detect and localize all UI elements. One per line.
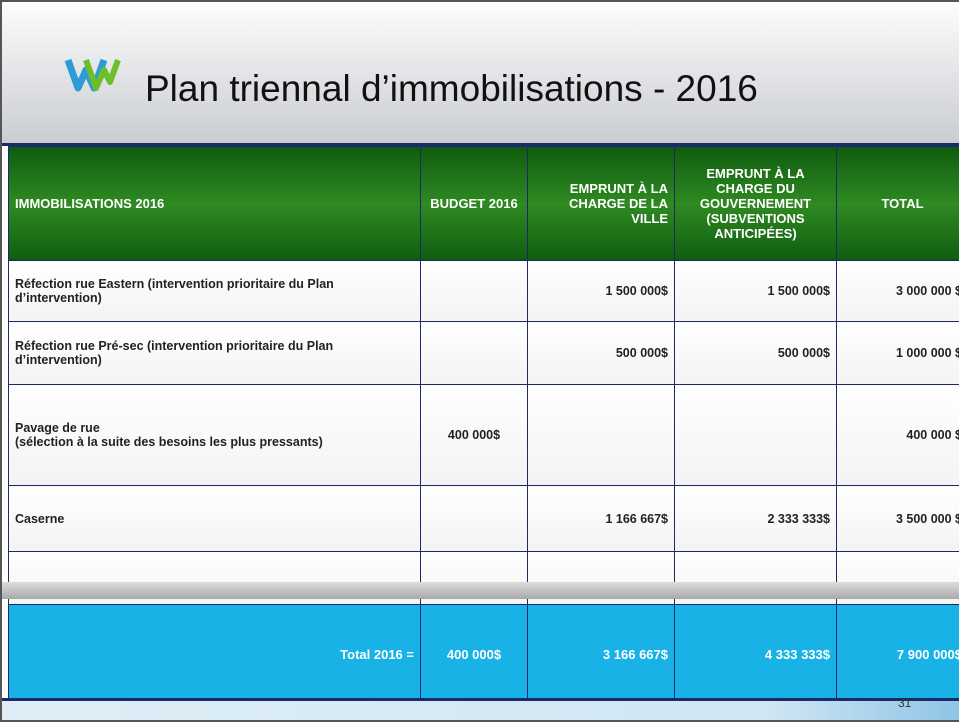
cell: 400 000$	[420, 384, 528, 486]
total-cell: 3 166 667$	[527, 604, 675, 705]
cell: Caserne	[8, 485, 421, 552]
cell: 500 000$	[527, 321, 675, 385]
cell	[420, 321, 528, 385]
header-cell: TOTAL	[836, 146, 959, 261]
cell	[420, 260, 528, 322]
footer-band	[2, 701, 959, 720]
cell: 2 333 333$	[674, 485, 837, 552]
cell: Pavage de rue (sélection à la suite des …	[8, 384, 421, 486]
table: IMMOBILISATIONS 2016 BUDGET 2016 EMPRUNT À…	[8, 146, 959, 705]
total-row: Total 2016 = 400 000$ 3 166 667$ 4 333 333$…	[8, 604, 959, 705]
cell: 1 500 000$	[527, 260, 675, 322]
header-row: IMMOBILISATIONS 2016 BUDGET 2016 EMPRUNT À…	[8, 146, 959, 261]
total-cell: 400 000$	[420, 604, 528, 705]
row: Réfection rue Pré-sec (intervention prio…	[8, 321, 959, 385]
header-cell: BUDGET 2016	[420, 146, 528, 261]
total-cell: Total 2016 =	[8, 604, 421, 705]
cell: 1 500 000$	[674, 260, 837, 322]
row: Pavage de rue (sélection à la suite des …	[8, 384, 959, 486]
slide-title: Plan triennal d’immobilisations - 2016	[145, 68, 758, 109]
total-cell: 7 900 000$	[836, 604, 959, 705]
page-number: 31	[898, 696, 912, 710]
cell	[527, 384, 675, 486]
cell: Réfection rue Eastern (intervention prio…	[8, 260, 421, 322]
cell: 400 000 $	[836, 384, 959, 486]
row: Réfection rue Eastern (intervention prio…	[8, 260, 959, 322]
title-band	[2, 2, 959, 143]
header-cell: EMPRUNT À LA CHARGE DU GOUVERNEMENT (SUB…	[674, 146, 837, 261]
divider	[2, 698, 959, 701]
gray-band	[2, 582, 959, 599]
cell: Réfection rue Pré-sec (intervention prio…	[8, 321, 421, 385]
header-cell: IMMOBILISATIONS 2016	[8, 146, 421, 261]
divider	[2, 143, 959, 146]
cell	[674, 384, 837, 486]
logo	[64, 58, 121, 92]
cell	[420, 485, 528, 552]
total-cell: 4 333 333$	[674, 604, 837, 705]
cell: 1 000 000 $	[836, 321, 959, 385]
cell: 1 166 667$	[527, 485, 675, 552]
cell: 3 000 000 $	[836, 260, 959, 322]
header-cell: EMPRUNT À LA CHARGE DE LA VILLE	[527, 146, 675, 261]
cell: 500 000$	[674, 321, 837, 385]
cell: 3 500 000 $	[836, 485, 959, 552]
row: Caserne 1 166 667$ 2 333 333$ 3 500 000 $	[8, 485, 959, 552]
